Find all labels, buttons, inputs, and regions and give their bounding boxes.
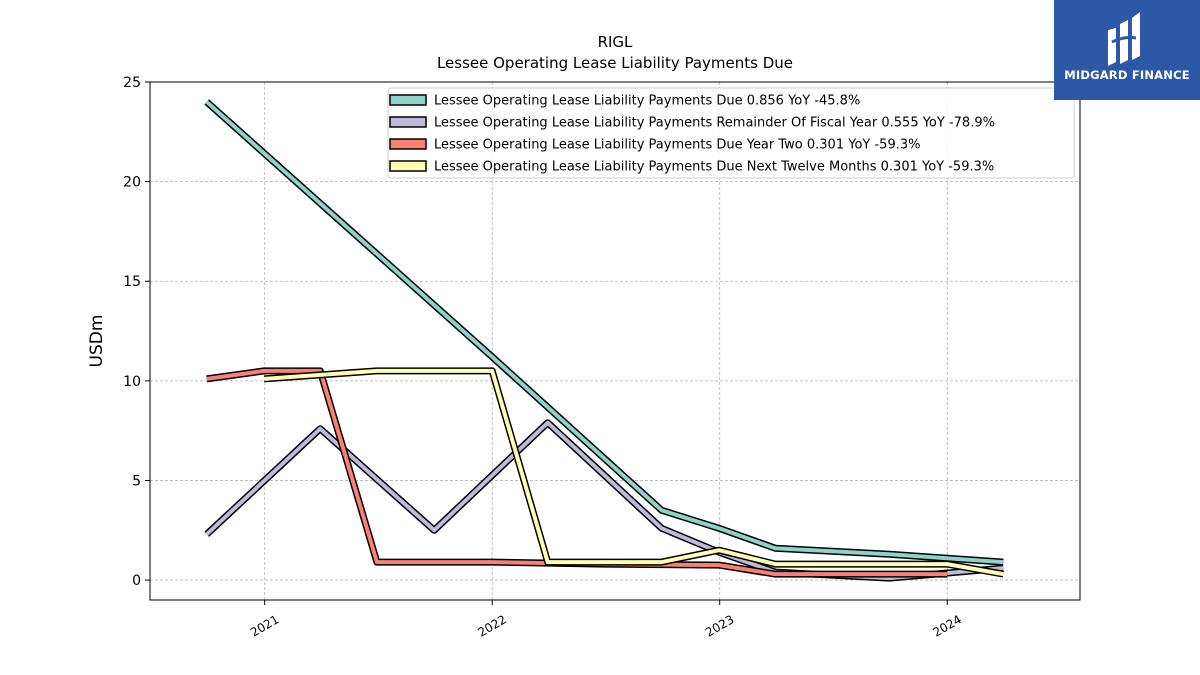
- x-tick-label: 2024: [931, 612, 964, 639]
- legend: Lessee Operating Lease Liability Payment…: [387, 87, 1075, 179]
- series-outline-3: [206, 367, 948, 578]
- brand-mark-icon: [1108, 12, 1140, 66]
- legend-label: Lessee Operating Lease Liability Payment…: [434, 94, 860, 109]
- brand-name: MIDGARD FINANCE: [1064, 68, 1190, 82]
- x-tick-label: 2021: [248, 612, 281, 639]
- y-tick-label: 10: [123, 374, 141, 390]
- series-line-4: [263, 368, 1004, 577]
- x-tick-label: 2023: [703, 612, 736, 639]
- y-tick-label: 0: [132, 573, 141, 589]
- legend-label: Lessee Operating Lease Liability Payment…: [434, 116, 995, 131]
- legend-label: Lessee Operating Lease Liability Payment…: [434, 160, 994, 175]
- y-tick-label: 20: [123, 175, 141, 191]
- series-lines: [204, 99, 1004, 582]
- series-line-1: [205, 100, 1004, 565]
- legend-box: [387, 87, 1075, 179]
- legend-swatch: [389, 94, 427, 106]
- series-line-3: [206, 368, 948, 577]
- axes: 0 5 10 15 20 25 2021 2022 2023 2024: [123, 75, 964, 640]
- y-tick-label: 25: [123, 75, 141, 91]
- y-axis-label: USDm: [87, 315, 107, 368]
- chart-title: RIGL: [598, 33, 633, 51]
- y-tick-label: 5: [132, 473, 141, 489]
- legend-label: Lessee Operating Lease Liability Payment…: [434, 138, 920, 153]
- brand-logo: MIDGARD FINANCE: [1054, 0, 1200, 100]
- legend-swatch: [389, 116, 427, 128]
- y-tick-label: 15: [123, 274, 141, 290]
- plot-frame: [149, 81, 1081, 601]
- x-tick-label: 2022: [475, 612, 508, 639]
- chart-subtitle: Lessee Operating Lease Liability Payment…: [437, 54, 793, 72]
- legend-swatch: [389, 160, 427, 172]
- legend-swatch: [389, 138, 427, 150]
